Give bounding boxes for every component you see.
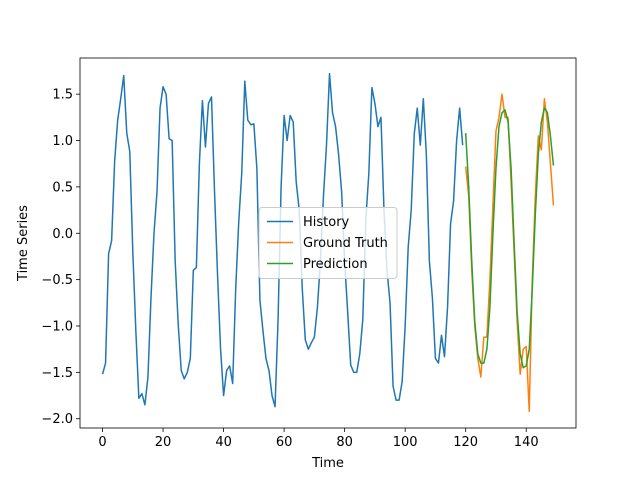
x-tick-label: 140	[514, 435, 539, 450]
legend-label: Ground Truth	[303, 236, 388, 251]
plot-frame	[79, 57, 577, 429]
y-tick-label: −2.0	[41, 412, 73, 427]
x-tick-label: 60	[276, 435, 293, 450]
series-line	[464, 107, 555, 369]
x-tick-label: 40	[215, 435, 232, 450]
y-tick-label: 1.0	[52, 134, 73, 149]
y-tick-label: −0.5	[41, 273, 73, 288]
x-tick-label: 100	[393, 435, 418, 450]
y-tick-label: 0.5	[52, 180, 73, 195]
y-tick-label: 1.5	[52, 88, 73, 103]
legend-label: History	[303, 215, 350, 230]
series-line	[101, 73, 464, 408]
y-tick-label: −1.0	[41, 319, 73, 334]
y-tick-label: −1.5	[41, 366, 73, 381]
x-axis-label: Time	[311, 456, 344, 471]
legend-box	[258, 207, 398, 279]
x-tick-label: 20	[155, 435, 172, 450]
legend: History Ground Truth Prediction	[258, 207, 398, 279]
x-tick-label: 120	[453, 435, 478, 450]
y-tick-label: 0.0	[52, 227, 73, 242]
legend-label: Prediction	[303, 257, 368, 272]
y-axis-label: Time Series	[16, 205, 31, 282]
x-tick-label: 80	[336, 435, 353, 450]
x-tick-label: 0	[98, 435, 106, 450]
